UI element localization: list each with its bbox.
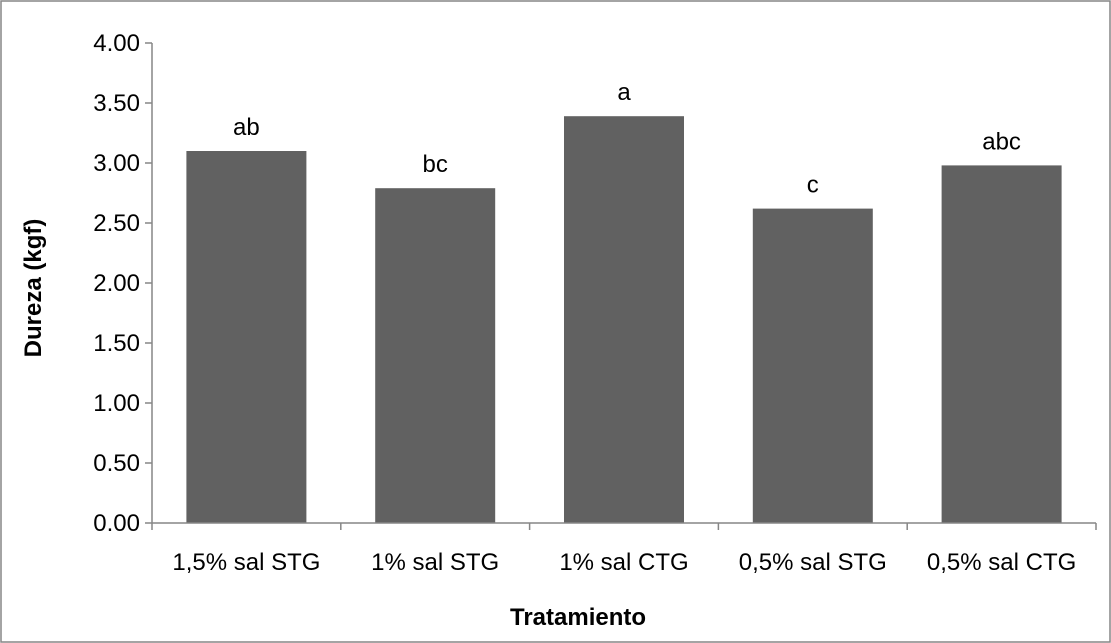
bar-2 — [375, 188, 496, 523]
x-tick-label-1: 1,5% sal STG — [172, 549, 320, 576]
data-label-5: abc — [982, 128, 1021, 155]
x-axis-title: Tratamiento — [510, 604, 646, 631]
y-tick-label-9: 4.00 — [93, 30, 140, 57]
x-tick-label-4: 0,5% sal STG — [739, 549, 887, 576]
x-tick-label-2: 1% sal STG — [371, 549, 499, 576]
bar-1 — [186, 151, 307, 523]
data-labels: ab bc a c abc — [233, 79, 1021, 198]
y-axis-title: Dureza (kgf) — [20, 219, 47, 358]
y-tick-label-5: 2.00 — [93, 270, 140, 297]
x-axis-ticks: 1,5% sal STG 1% sal STG 1% sal CTG 0,5% sal… — [151, 523, 1097, 576]
y-tick-label-6: 2.50 — [93, 210, 140, 237]
y-tick-label-4: 1.50 — [93, 330, 140, 357]
data-label-2: bc — [423, 151, 448, 178]
x-tick-label-5: 0,5% sal CTG — [927, 549, 1076, 576]
data-label-1: ab — [233, 114, 260, 141]
bar-3 — [564, 116, 684, 523]
y-tick-label-8: 3.50 — [93, 90, 140, 117]
bar-4 — [752, 208, 873, 523]
y-tick-label-1: 0.00 — [93, 510, 140, 537]
x-tick-label-3: 1% sal CTG — [559, 549, 688, 576]
bars-layer — [186, 116, 1062, 523]
data-label-4: c — [807, 172, 819, 199]
y-tick-label-3: 1.00 — [93, 390, 140, 417]
bar-5 — [941, 165, 1062, 523]
y-axis-ticks: 0.00 0.50 1.00 1.50 2.00 2.50 3.00 3.50 4.00 — [93, 30, 152, 537]
y-tick-label-2: 0.50 — [93, 450, 140, 477]
y-tick-label-7: 3.00 — [93, 150, 140, 177]
data-label-3: a — [617, 79, 631, 106]
